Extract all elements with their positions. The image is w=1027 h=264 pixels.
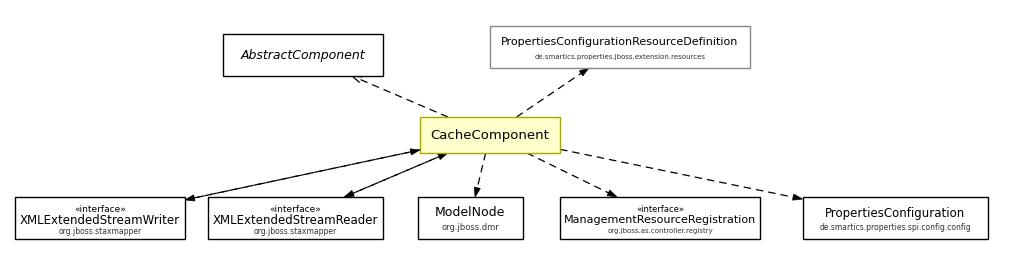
Bar — [223, 34, 383, 76]
Polygon shape — [410, 149, 420, 155]
Text: de.smartics.properties.jboss.extension.resources: de.smartics.properties.jboss.extension.r… — [534, 54, 706, 60]
Bar — [207, 197, 382, 239]
Bar — [418, 197, 523, 239]
Bar — [802, 197, 988, 239]
Text: XMLExtendedStreamWriter: XMLExtendedStreamWriter — [20, 214, 180, 227]
Text: XMLExtendedStreamReader: XMLExtendedStreamReader — [213, 214, 378, 227]
Bar — [15, 197, 185, 239]
Text: org.jboss.staxmapper: org.jboss.staxmapper — [254, 227, 337, 235]
Bar — [420, 117, 560, 153]
Text: ManagementResourceRegistration: ManagementResourceRegistration — [564, 215, 756, 225]
Text: org.jboss.as.controller.registry: org.jboss.as.controller.registry — [607, 228, 713, 234]
Text: AbstractComponent: AbstractComponent — [240, 49, 366, 62]
Polygon shape — [474, 187, 481, 197]
Text: «interface»: «interface» — [269, 205, 320, 214]
Text: de.smartics.properties.spi.config.config: de.smartics.properties.spi.config.config — [820, 224, 971, 233]
Text: PropertiesConfiguration: PropertiesConfiguration — [825, 206, 965, 219]
Text: org.jboss.staxmapper: org.jboss.staxmapper — [59, 227, 142, 235]
Text: ModelNode: ModelNode — [434, 206, 505, 219]
Text: PropertiesConfigurationResourceDefinition: PropertiesConfigurationResourceDefinitio… — [501, 37, 738, 47]
Text: CacheComponent: CacheComponent — [430, 129, 549, 142]
Polygon shape — [185, 195, 195, 201]
Text: «interface»: «interface» — [636, 205, 684, 214]
Polygon shape — [607, 190, 617, 197]
Polygon shape — [579, 68, 588, 76]
Polygon shape — [793, 194, 802, 200]
Text: «interface»: «interface» — [74, 205, 126, 214]
Text: org.jboss.dmr: org.jboss.dmr — [442, 224, 499, 233]
Bar — [490, 26, 750, 68]
Polygon shape — [344, 190, 354, 197]
Bar — [560, 197, 760, 239]
Polygon shape — [438, 153, 448, 159]
